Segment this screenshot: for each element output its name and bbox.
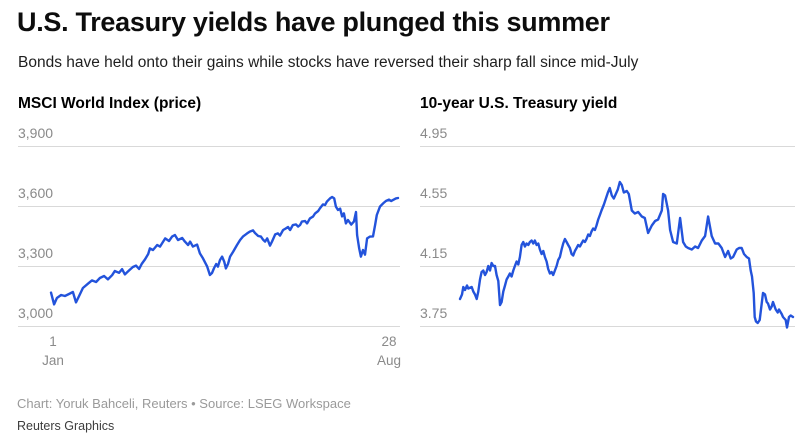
y-axis-tick-label: 4.15 <box>420 245 448 261</box>
gridline <box>18 206 400 207</box>
page-title: U.S. Treasury yields have plunged this s… <box>17 7 610 37</box>
x-axis-tick-label: 28 Aug <box>377 332 401 370</box>
y-axis-tick-label: 3,900 <box>18 125 54 141</box>
chart-credit: Chart: Yoruk Bahceli, Reuters • Source: … <box>17 396 351 411</box>
treasury-chart-title: 10-year U.S. Treasury yield <box>420 95 618 112</box>
gridline <box>18 326 400 327</box>
msci-world-index-chart: 3,000 3,300 3,600 3,900 1 Jan 28 Aug <box>18 120 401 368</box>
y-axis-tick-label: 4.95 <box>420 125 448 141</box>
data-line <box>458 180 795 329</box>
treasury-yield-chart: 3.75 4.15 4.55 4.95 <box>420 120 795 340</box>
y-axis-tick-label: 3.75 <box>420 305 448 321</box>
gridline <box>420 206 795 207</box>
msci-line-series <box>49 195 400 306</box>
x-axis-tick-line: Jan <box>42 353 64 368</box>
msci-chart-title: MSCI World Index (price) <box>18 95 202 112</box>
reuters-graphics-brand: Reuters Graphics <box>17 419 115 433</box>
x-axis-tick-line: 1 <box>49 334 57 349</box>
y-axis-tick-label: 4.55 <box>420 185 448 201</box>
gridline <box>420 326 795 327</box>
page-subtitle: Bonds have held onto their gains while s… <box>18 54 639 71</box>
yield-line-series <box>458 180 795 329</box>
gridline <box>420 266 795 267</box>
x-axis-tick-line: Aug <box>376 353 402 368</box>
y-axis-tick-label: 3,600 <box>18 185 54 201</box>
gridline <box>420 146 795 147</box>
y-axis-tick-label: 3,300 <box>18 245 54 261</box>
x-axis-tick-label: 1 Jan <box>42 332 64 370</box>
y-axis-tick-label: 3,000 <box>18 305 54 321</box>
x-axis-tick-line: 28 <box>381 334 397 349</box>
gridline <box>18 146 400 147</box>
gridline <box>18 266 400 267</box>
data-line <box>49 195 400 306</box>
